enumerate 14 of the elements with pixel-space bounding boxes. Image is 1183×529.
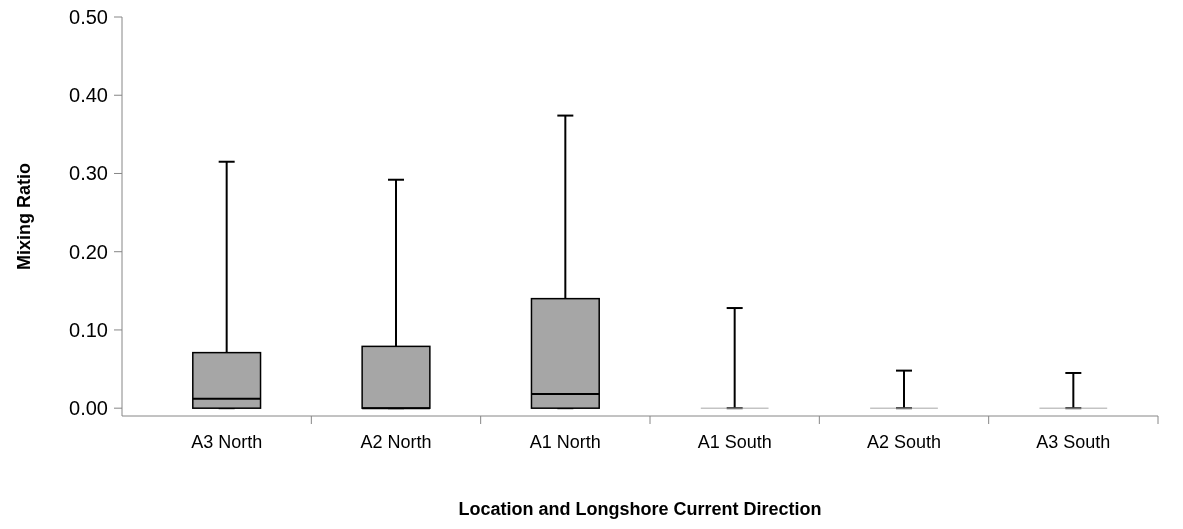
x-tick-label: A1 South bbox=[697, 432, 772, 452]
y-tick-label: 0.30 bbox=[69, 162, 108, 185]
x-tick-label: A2 South bbox=[866, 432, 942, 452]
y-tick-label: 0.50 bbox=[69, 6, 108, 28]
y-tick-label: 0.40 bbox=[69, 84, 108, 107]
y-tick-label: 0.10 bbox=[69, 318, 108, 341]
x-tick-label: A2 North bbox=[360, 432, 432, 452]
y-tick-label: 0.20 bbox=[69, 240, 108, 263]
y-axis-title: Mixing Ratio bbox=[14, 163, 34, 270]
y-tick-label: 0.00 bbox=[69, 397, 108, 420]
x-tick-label: A3 North bbox=[191, 432, 263, 452]
x-tick-label: A3 South bbox=[1036, 432, 1111, 452]
x-tick-label: A1 North bbox=[529, 432, 601, 452]
x-axis-title: Location and Longshore Current Direction bbox=[458, 499, 822, 519]
